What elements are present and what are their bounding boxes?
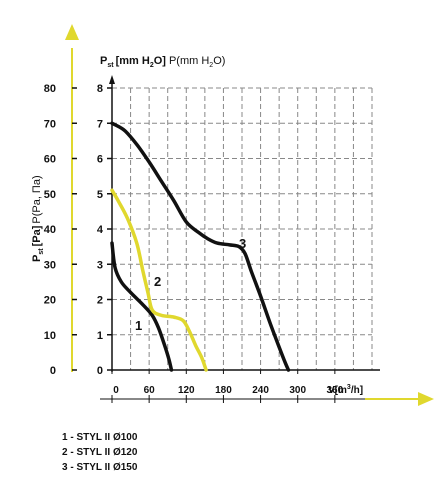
mm-tick-label: 6: [97, 154, 103, 166]
pa-tick-label: 10: [44, 330, 56, 342]
pa-tick-label: 60: [44, 154, 56, 166]
x-tick-label: 240: [252, 385, 269, 396]
legend: 1 - STYL II Ø100 2 - STYL II Ø120 3 - ST…: [62, 430, 137, 475]
x-tick-label: 60: [144, 385, 156, 396]
y-axis-title-mm: Pst [mm H2O] P(mm H2O): [100, 55, 225, 69]
mm-axis-arrow: [109, 75, 115, 84]
mm-tick-label: 3: [97, 259, 103, 271]
pa-tick-label: 80: [44, 83, 56, 95]
series-line-3: [110, 121, 291, 372]
pa-tick-label: 0: [50, 365, 56, 377]
lower-axis-arrow: [418, 392, 434, 406]
legend-entry-3: 3 - STYL II Ø150: [62, 462, 138, 473]
legend-entry-1: 1 - STYL II Ø100: [62, 432, 138, 443]
pa-axis-arrow: [65, 24, 79, 40]
x-tick-label: 300: [289, 385, 306, 396]
y-axis-title-pa: Pst[Pa]P(Pa, Па): [31, 175, 45, 262]
grid: [112, 87, 373, 370]
pa-tick-label: 20: [44, 295, 56, 307]
axes: [65, 24, 434, 406]
pa-tick-label: 50: [44, 189, 56, 201]
mm-tick-label: 5: [97, 189, 103, 201]
pa-tick-label: 30: [44, 259, 56, 271]
curves: [110, 121, 291, 372]
legend-entry-2: 2 - STYL II Ø120: [62, 447, 138, 458]
x-axis-title: V[m3/h]: [328, 384, 363, 396]
x-tick-label: 180: [215, 385, 232, 396]
mm-tick-label: 0: [97, 365, 103, 377]
series-line-2: [110, 188, 208, 372]
curve-label-2: 2: [154, 274, 161, 289]
x-tick-label: 120: [178, 385, 195, 396]
curve-label-1: 1: [135, 318, 142, 333]
x-tick-label: 360: [327, 385, 344, 396]
mm-tick-label: 2: [97, 295, 103, 307]
curve-label-3: 3: [239, 236, 246, 251]
pa-tick-label: 40: [44, 224, 56, 236]
mm-tick-label: 7: [97, 118, 103, 130]
pa-tick-label: 70: [44, 118, 56, 130]
series-line-1: [110, 241, 174, 372]
mm-tick-label: 1: [97, 330, 103, 342]
mm-tick-label: 8: [97, 83, 103, 95]
mm-tick-label: 4: [97, 224, 104, 236]
x-tick-label: 0: [113, 385, 119, 396]
